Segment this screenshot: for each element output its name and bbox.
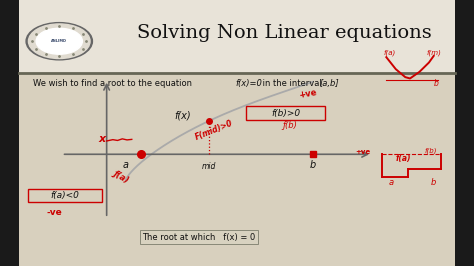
Text: f(a): f(a) (384, 49, 396, 56)
Text: +ve: +ve (298, 88, 318, 101)
FancyBboxPatch shape (19, 0, 455, 73)
Circle shape (36, 28, 82, 54)
Text: [a,b]: [a,b] (320, 79, 339, 88)
FancyBboxPatch shape (19, 0, 455, 266)
Text: a: a (389, 178, 393, 187)
Text: +ve: +ve (356, 149, 371, 155)
Text: f(b): f(b) (424, 148, 437, 155)
Text: f(x)=0: f(x)=0 (236, 79, 263, 88)
Text: ƒ(a): ƒ(a) (111, 168, 130, 184)
Text: f(a)<0: f(a)<0 (51, 191, 80, 200)
Text: We wish to find a root to the equation: We wish to find a root to the equation (33, 79, 195, 88)
Text: f(a): f(a) (396, 154, 411, 163)
FancyBboxPatch shape (28, 189, 102, 202)
Text: Solving Non Linear equations: Solving Non Linear equations (137, 24, 432, 42)
Text: b: b (434, 80, 438, 89)
Text: -ve: -ve (47, 209, 63, 218)
Text: F(mid)>0: F(mid)>0 (194, 118, 235, 142)
Text: ƒ(b): ƒ(b) (282, 121, 297, 130)
Circle shape (28, 24, 90, 59)
Text: b: b (310, 160, 316, 170)
FancyBboxPatch shape (246, 106, 325, 120)
Text: x: x (98, 134, 106, 144)
Text: mid: mid (201, 162, 216, 171)
Text: f(m): f(m) (427, 49, 441, 56)
Text: f(b)>0: f(b)>0 (271, 109, 300, 118)
Text: f(x): f(x) (174, 111, 191, 121)
Text: ANLIMD: ANLIMD (51, 39, 67, 43)
Text: The root at which   f(x) = 0: The root at which f(x) = 0 (143, 233, 255, 242)
Text: a: a (123, 160, 128, 170)
Circle shape (26, 23, 92, 60)
Text: b: b (431, 178, 437, 187)
Text: in the interval: in the interval (260, 79, 324, 88)
